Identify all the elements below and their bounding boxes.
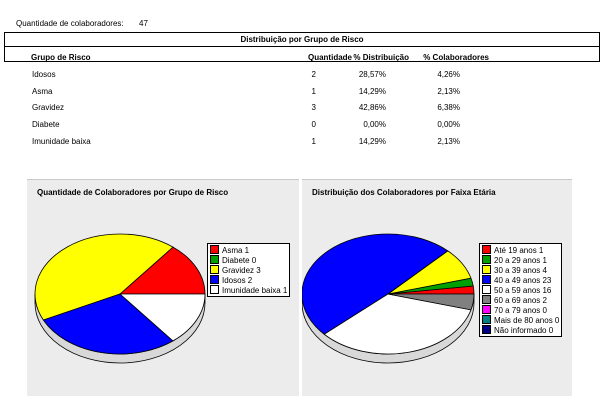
cell-distribuicao: 28,57%	[358, 70, 386, 79]
legend-item: Não informado 0	[482, 325, 559, 335]
cell-colaboradores: 0,00%	[437, 120, 460, 129]
legend-label: 60 a 69 anos 2	[494, 296, 547, 305]
legend-label: Diabete 0	[222, 256, 257, 265]
legend-label: 40 a 49 anos 23	[494, 276, 552, 285]
cell-grupo: Diabete	[32, 120, 60, 129]
col-header-grupo: Grupo de Risco	[31, 53, 91, 62]
pie-slice-0-2	[34, 233, 174, 321]
legend-label: Mais de 80 anos 0	[494, 316, 560, 325]
legend-swatch	[482, 245, 491, 254]
legend-item: 70 a 79 anos 0	[482, 305, 559, 315]
chart-legend: Asma 1 Diabete 0 Gravidez 3 Idosos 2 Imunida…	[207, 243, 291, 297]
cell-quantidade: 0	[311, 120, 316, 129]
table-header-box: Distribuição por Grupo de Risco Grupo de…	[4, 32, 600, 62]
legend-label: Imunidade baixa 1	[222, 286, 288, 295]
legend-item: Gravidez 3	[210, 265, 287, 275]
legend-swatch	[482, 265, 491, 274]
chart-legend: Até 19 anos 1 20 a 29 anos 1 30 a 39 anos …	[479, 243, 563, 337]
chart-panel-faixa-etaria: Distribuição dos Colaboradores por Faixa…	[302, 179, 572, 396]
legend-label: 30 a 39 anos 4	[494, 266, 547, 275]
pie-slice-1-4	[323, 293, 472, 355]
legend-swatch	[210, 255, 219, 264]
legend-swatch	[210, 245, 219, 254]
legend-swatch	[482, 305, 491, 314]
legend-item: Idosos 2	[210, 275, 287, 285]
legend-item: 60 a 69 anos 2	[482, 295, 559, 305]
legend-label: Gravidez 3	[222, 266, 261, 275]
legend-label: 50 a 59 anos 16	[494, 286, 552, 295]
legend-swatch	[482, 255, 491, 264]
pie-slice-1-5	[387, 293, 475, 311]
pie-chart-faixa-etaria	[302, 233, 475, 364]
legend-item: 30 a 39 anos 4	[482, 265, 559, 275]
cell-grupo: Gravidez	[32, 103, 65, 112]
table-row: Idosos 2 28,57% 4,26%	[0, 70, 606, 82]
chart-panel-grupo-risco: Quantidade de Colaboradores por Grupo de…	[27, 179, 299, 396]
cell-colaboradores: 2,13%	[437, 87, 460, 96]
cell-grupo: Idosos	[32, 70, 56, 79]
pie-slice-0-0	[118, 246, 206, 295]
legend-swatch	[482, 315, 491, 324]
legend-label: 70 a 79 anos 0	[494, 306, 547, 315]
cell-distribuicao: 14,29%	[358, 137, 386, 146]
cell-colaboradores: 4,26%	[437, 70, 460, 79]
cell-grupo: Asma	[32, 87, 53, 96]
table-row: Asma 1 14,29% 2,13%	[0, 87, 606, 99]
cell-quantidade: 2	[311, 70, 316, 79]
chart-title: Quantidade de Colaboradores por Grupo de…	[37, 188, 229, 197]
legend-swatch	[482, 295, 491, 304]
table-title: Distribuição por Grupo de Risco	[240, 35, 364, 44]
legend-label: Não informado 0	[494, 326, 554, 335]
table-row: Gravidez 3 42,86% 6,38%	[0, 103, 606, 115]
pie-slice-0-4	[118, 293, 206, 342]
legend-swatch	[482, 275, 491, 284]
legend-label: 20 a 29 anos 1	[494, 256, 547, 265]
col-header-quantidade: Quantidade	[307, 53, 352, 62]
cell-colaboradores: 6,38%	[437, 103, 460, 112]
col-header-distribuicao: % Distribuição	[353, 53, 409, 62]
legend-swatch	[210, 285, 219, 294]
cell-colaboradores: 2,13%	[437, 137, 460, 146]
legend-swatch	[482, 285, 491, 294]
legend-swatch	[210, 275, 219, 284]
cell-distribuicao: 0,00%	[363, 120, 386, 129]
legend-item: 20 a 29 anos 1	[482, 255, 559, 265]
legend-item: Asma 1	[210, 245, 287, 255]
cell-quantidade: 1	[311, 87, 316, 96]
pie-slice-0-3	[42, 293, 174, 355]
legend-item: 50 a 59 anos 16	[482, 285, 559, 295]
table-divider	[5, 46, 599, 47]
cell-grupo: Imunidade baixa	[32, 137, 91, 146]
cell-quantidade: 3	[311, 103, 316, 112]
total-value: 47	[139, 19, 148, 28]
chart-title: Distribuição dos Colaboradores por Faixa…	[312, 188, 496, 197]
legend-swatch	[210, 265, 219, 274]
legend-item: Até 19 anos 1	[482, 245, 559, 255]
legend-item: Mais de 80 anos 0	[482, 315, 559, 325]
legend-item: Diabete 0	[210, 255, 287, 265]
cell-quantidade: 1	[311, 137, 316, 146]
pie-slice-1-3	[302, 233, 449, 335]
cell-distribuicao: 14,29%	[358, 87, 386, 96]
table-row: Imunidade baixa 1 14,29% 2,13%	[0, 137, 606, 149]
cell-distribuicao: 42,86%	[358, 103, 386, 112]
legend-label: Asma 1	[222, 246, 250, 255]
legend-label: Idosos 2	[222, 276, 253, 285]
legend-item: 40 a 49 anos 23	[482, 275, 559, 285]
total-label: Quantidade de colaboradores:	[16, 19, 124, 28]
legend-label: Até 19 anos 1	[494, 246, 544, 255]
legend-item: Imunidade baixa 1	[210, 285, 287, 295]
table-row: Diabete 0 0,00% 0,00%	[0, 120, 606, 132]
pie-chart-grupo-risco	[34, 233, 206, 364]
legend-swatch	[482, 325, 491, 334]
col-header-colaboradores: % Colaboradores	[423, 53, 489, 62]
